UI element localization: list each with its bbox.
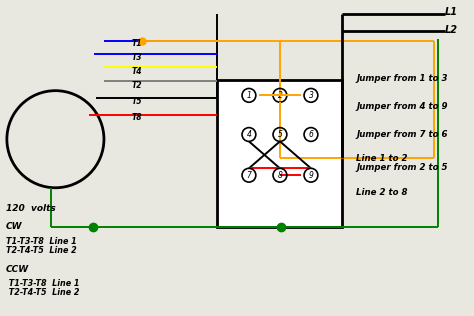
- Text: Jumper from 2 to 5: Jumper from 2 to 5: [356, 163, 447, 172]
- Text: 1: 1: [246, 91, 251, 100]
- Text: 120  volts: 120 volts: [6, 204, 56, 213]
- Text: T1-T3-T8  Line 1: T1-T3-T8 Line 1: [6, 279, 80, 288]
- Text: T2-T4-T5  Line 2: T2-T4-T5 Line 2: [6, 246, 77, 255]
- Text: T8: T8: [132, 113, 143, 122]
- Text: T1: T1: [132, 39, 143, 48]
- Text: T3: T3: [132, 53, 143, 62]
- Text: L1: L1: [445, 7, 458, 17]
- Text: Line 2 to 8: Line 2 to 8: [356, 188, 408, 197]
- Text: Line 1 to 2: Line 1 to 2: [356, 154, 408, 162]
- Text: T2-T4-T5  Line 2: T2-T4-T5 Line 2: [6, 288, 80, 297]
- Text: 5: 5: [277, 130, 283, 139]
- Text: 6: 6: [309, 130, 313, 139]
- Text: 3: 3: [309, 91, 313, 100]
- Text: T2: T2: [132, 82, 143, 90]
- Text: Jumper from 4 to 9: Jumper from 4 to 9: [356, 102, 447, 111]
- Text: CCW: CCW: [6, 265, 29, 274]
- Text: 9: 9: [309, 171, 313, 180]
- Text: Jumper from 1 to 3: Jumper from 1 to 3: [356, 74, 447, 82]
- Text: T1-T3-T8  Line 1: T1-T3-T8 Line 1: [6, 236, 77, 246]
- Text: 7: 7: [246, 171, 251, 180]
- Text: CW: CW: [6, 222, 23, 231]
- Text: 4: 4: [246, 130, 251, 139]
- Text: 8: 8: [277, 171, 283, 180]
- Text: T5: T5: [132, 97, 143, 106]
- Bar: [218, 80, 342, 227]
- Text: L2: L2: [445, 25, 458, 34]
- Text: T4: T4: [132, 67, 143, 76]
- Text: Jumper from 7 to 6: Jumper from 7 to 6: [356, 130, 447, 139]
- Text: 2: 2: [277, 91, 283, 100]
